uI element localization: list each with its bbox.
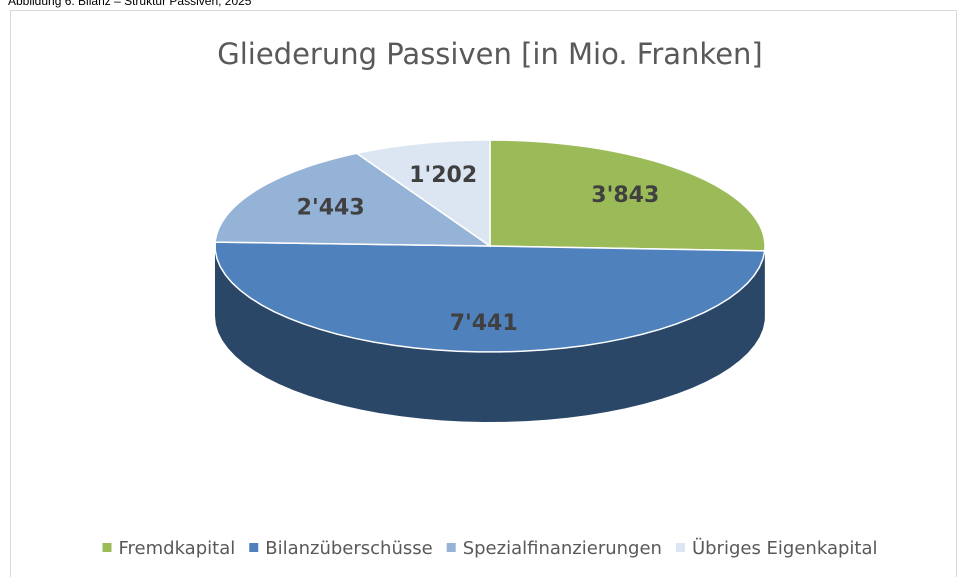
legend-label: Fremdkapital bbox=[118, 538, 235, 559]
legend-swatch bbox=[446, 543, 456, 552]
legend-label: Spezialfinanzierungen bbox=[463, 538, 662, 559]
chart-title: Gliederung Passiven [in Mio. Franken] bbox=[217, 37, 762, 71]
legend-swatch bbox=[102, 543, 112, 552]
data-label: 3'843 bbox=[591, 183, 659, 208]
legend-label: Bilanzüberschüsse bbox=[265, 538, 432, 559]
data-label: 2'443 bbox=[297, 195, 365, 220]
legend-label: Übriges Eigenkapital bbox=[692, 537, 878, 559]
pie-slice bbox=[214, 241, 766, 353]
pie-slice bbox=[214, 152, 493, 247]
data-label: 1'202 bbox=[409, 163, 477, 188]
legend-swatch bbox=[675, 543, 685, 552]
caption: Abbildung 6: Bilanz – Struktur Passiven,… bbox=[8, 0, 252, 8]
pie-slice bbox=[489, 139, 766, 252]
data-label: 7'441 bbox=[450, 311, 518, 336]
pie-slice-side bbox=[215, 246, 765, 422]
pie-slice bbox=[354, 139, 491, 248]
legend-swatch bbox=[249, 543, 259, 552]
